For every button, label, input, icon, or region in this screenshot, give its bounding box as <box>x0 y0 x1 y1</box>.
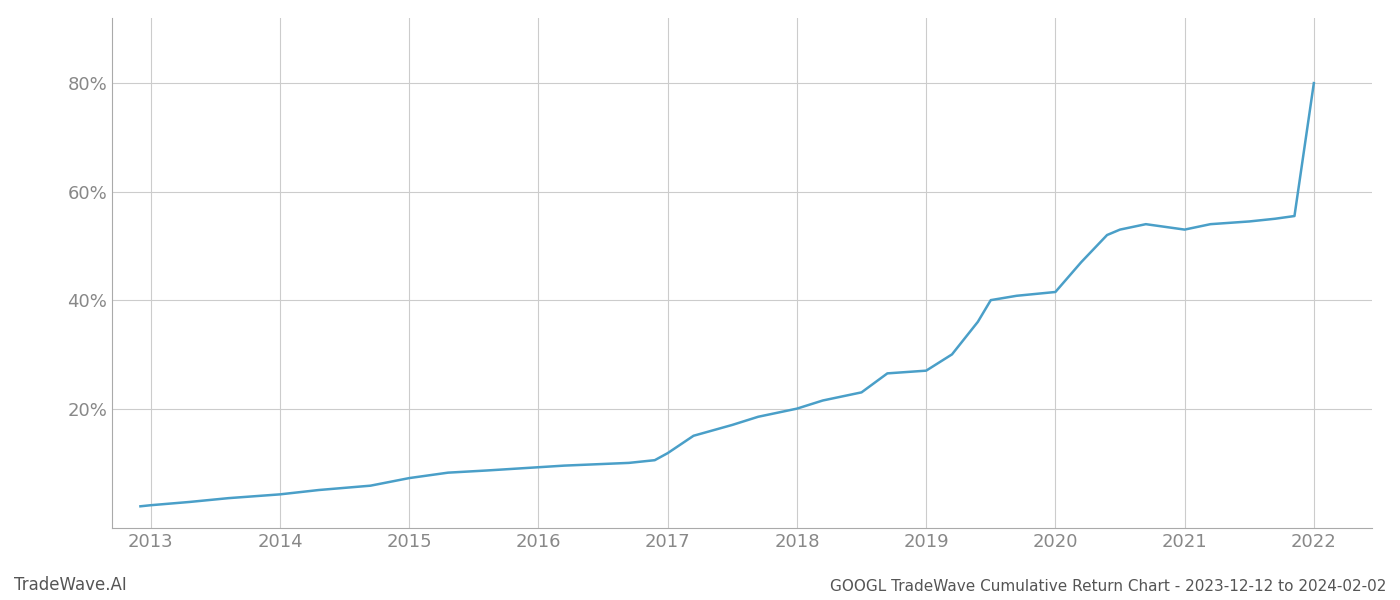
Text: GOOGL TradeWave Cumulative Return Chart - 2023-12-12 to 2024-02-02: GOOGL TradeWave Cumulative Return Chart … <box>830 579 1386 594</box>
Text: TradeWave.AI: TradeWave.AI <box>14 576 127 594</box>
